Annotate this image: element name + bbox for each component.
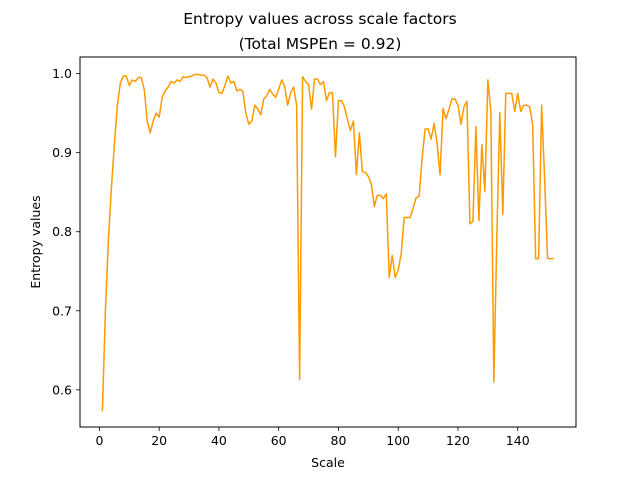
y-tick-label: 0.6	[52, 382, 72, 397]
series-layer	[101, 73, 554, 412]
chart-title: Entropy values across scale factors	[183, 10, 456, 28]
x-tick-label: 140	[506, 433, 530, 448]
x-axis-label: Scale	[311, 455, 345, 470]
x-tick-label: 100	[386, 433, 410, 448]
x-tick-label: 120	[446, 433, 470, 448]
x-tick-label: 40	[211, 433, 227, 448]
plot-area	[79, 56, 577, 428]
y-tick-label: 0.9	[52, 145, 72, 160]
plot-background	[80, 57, 576, 427]
y-axis: 0.6 0.7 0.8 0.9 1.0	[52, 66, 80, 397]
y-tick-label: 0.8	[52, 224, 72, 239]
y-tick-label: 1.0	[52, 66, 72, 81]
chart-subtitle: (Total MSPEn = 0.92)	[239, 35, 402, 53]
y-tick-label: 0.7	[52, 303, 72, 318]
x-tick-label: 80	[331, 433, 347, 448]
x-axis: 0 20 40 60 80 100 120 140	[95, 427, 530, 448]
plot-frame	[79, 56, 577, 428]
x-tick-label: 0	[95, 433, 103, 448]
x-tick-label: 20	[151, 433, 167, 448]
y-axis-label: Entropy values	[28, 195, 43, 288]
x-tick-label: 60	[271, 433, 287, 448]
series-line-0	[101, 73, 554, 412]
